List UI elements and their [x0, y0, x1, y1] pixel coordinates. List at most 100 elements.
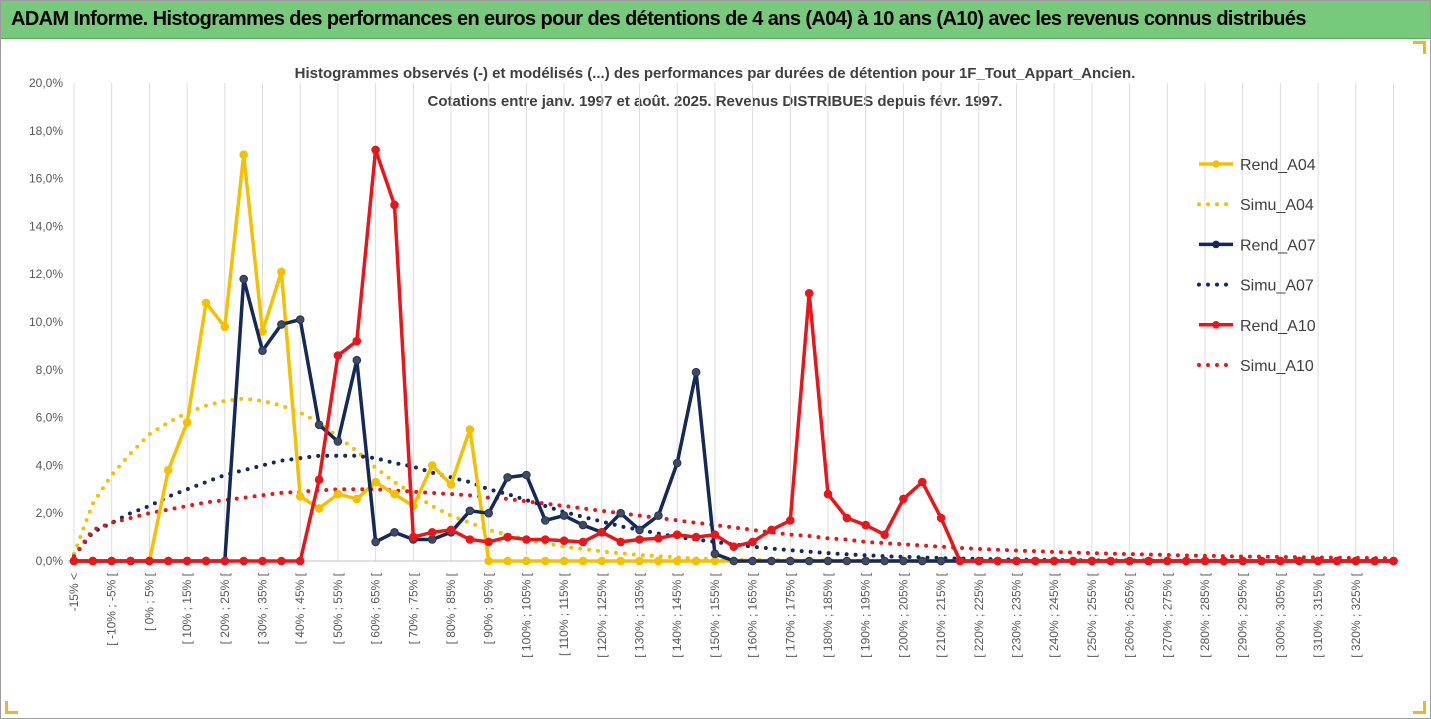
data-point	[1125, 556, 1134, 566]
data-point	[635, 535, 644, 544]
data-point	[616, 556, 626, 566]
data-point	[107, 556, 116, 566]
data-point	[804, 289, 814, 298]
data-point	[955, 556, 965, 566]
data-point	[918, 477, 927, 487]
data-point	[748, 537, 757, 547]
x-tick-label: [ 30% ; 35% [	[256, 572, 270, 644]
data-point	[314, 475, 324, 485]
data-point	[1181, 556, 1191, 566]
data-point	[295, 492, 305, 501]
page-title: ADAM Informe. Histogrammes des performan…	[11, 8, 1307, 30]
legend-label: Rend_A10	[1240, 318, 1316, 335]
data-point	[767, 525, 776, 535]
data-point	[1389, 556, 1398, 566]
data-point	[880, 530, 889, 540]
data-point	[710, 530, 720, 540]
data-point	[446, 525, 456, 535]
data-point	[239, 556, 248, 566]
data-point	[484, 556, 494, 566]
data-point	[1332, 556, 1342, 566]
data-point	[541, 556, 550, 566]
data-point	[616, 508, 626, 518]
data-point	[371, 477, 380, 487]
x-tick-label: [ 100% ; 105% [	[519, 572, 533, 657]
data-point	[465, 506, 475, 516]
data-point	[936, 556, 946, 566]
data-point	[691, 532, 701, 542]
data-point	[541, 535, 550, 544]
data-point	[427, 461, 437, 470]
data-point	[314, 420, 324, 430]
data-point	[635, 525, 644, 535]
data-point	[654, 511, 663, 520]
y-tick-label: 12,0%	[29, 267, 63, 281]
data-point	[559, 511, 569, 520]
data-point	[352, 355, 362, 365]
y-tick-label: 8,0%	[36, 363, 64, 377]
plot-area	[69, 145, 1398, 566]
x-tick-label: [ 290% ; 295% [	[1236, 572, 1250, 657]
x-tick-label: [ -10% ; -5% [	[105, 572, 119, 645]
x-tick-label: [ 140% ; 145% [	[670, 572, 684, 657]
data-point	[861, 520, 871, 530]
data-point	[541, 516, 550, 525]
data-point	[220, 556, 230, 566]
data-point	[371, 537, 380, 547]
y-tick-label: 6,0%	[36, 411, 64, 425]
legend: Rend_A04 Simu_A04 Rend_A07 Simu_A07 Rend_A10…	[1197, 157, 1316, 375]
data-point	[654, 534, 663, 543]
data-point	[239, 150, 248, 159]
x-tick-label: [ 280% ; 285% [	[1198, 572, 1212, 657]
data-point	[729, 542, 739, 552]
series-line-rend_a04	[74, 152, 1394, 563]
x-tick-label: [ 300% ; 305% [	[1273, 572, 1287, 657]
data-point	[880, 556, 889, 566]
data-point	[427, 528, 437, 537]
data-point	[710, 549, 720, 559]
data-point	[918, 556, 927, 566]
data-point	[672, 458, 682, 468]
data-point	[145, 556, 154, 566]
y-tick-label: 14,0%	[29, 219, 63, 233]
x-tick-label: -15% <	[67, 573, 81, 611]
data-point	[672, 530, 682, 540]
data-point	[559, 536, 569, 546]
vertical-gridlines	[73, 83, 1394, 561]
data-point	[333, 489, 343, 499]
data-point	[390, 528, 399, 537]
data-point	[1370, 556, 1379, 566]
data-point	[1295, 556, 1304, 566]
data-point	[899, 494, 908, 504]
data-point	[1351, 556, 1361, 566]
x-tick-label: [ 190% ; 195% [	[859, 572, 873, 657]
data-point	[258, 556, 267, 566]
x-axis: -15% < [ -10% ; -5% [[ 0% ; 5% [[ 10% ; 1…	[67, 560, 1400, 658]
data-point	[861, 556, 871, 566]
x-tick-label: [ 40% ; 45% [	[293, 572, 307, 644]
corner-marker-bottom-left	[5, 701, 18, 714]
data-point	[201, 556, 211, 566]
legend-label: Simu_A07	[1240, 278, 1314, 295]
y-tick-label: 18,0%	[29, 124, 63, 138]
x-tick-label: [ 230% ; 235% [	[1010, 572, 1024, 657]
data-point	[635, 556, 644, 566]
data-point	[691, 367, 701, 377]
data-point	[295, 556, 305, 566]
data-point	[239, 274, 248, 284]
data-point	[1313, 556, 1323, 566]
data-point	[804, 556, 814, 566]
data-point	[88, 556, 98, 566]
data-point	[182, 418, 192, 427]
data-point	[352, 494, 362, 504]
legend-marker	[1212, 240, 1220, 249]
data-point	[1031, 556, 1040, 566]
data-point	[654, 556, 663, 566]
data-point	[277, 267, 286, 277]
data-point	[352, 336, 362, 346]
x-tick-label: [ 20% ; 25% [	[218, 572, 232, 644]
y-tick-label: 20,0%	[29, 76, 63, 90]
x-tick-label: [ 220% ; 225% [	[972, 572, 986, 657]
header-bar: ADAM Informe. Histogrammes des performan…	[1, 1, 1430, 39]
y-tick-label: 2,0%	[36, 506, 64, 520]
